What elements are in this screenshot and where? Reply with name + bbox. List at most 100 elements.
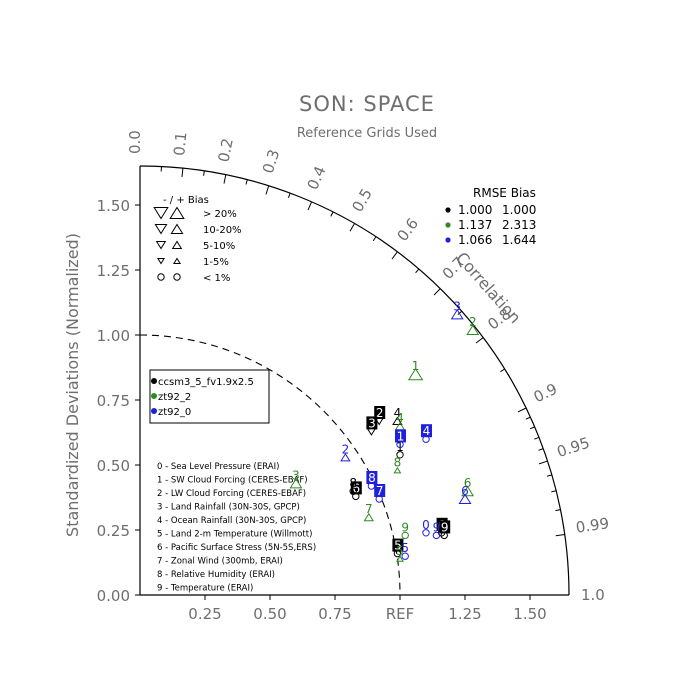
correlation-minor-tick <box>546 474 552 477</box>
legend-dot <box>151 378 157 384</box>
rmse-row-dot <box>445 222 451 228</box>
bias-circle-marker <box>432 531 441 540</box>
variable-key-item: 1 - SW Cloud Forcing (CERES-EBAF) <box>157 476 308 486</box>
variable-key-item: 3 - Land Rainfall (30N-30S, GPCP) <box>157 503 300 513</box>
bias-legend-label: 5-10% <box>203 241 235 252</box>
correlation-minor-tick <box>500 368 505 373</box>
bias-legend-label: < 1% <box>203 273 230 284</box>
correlation-tick-label: 0.9 <box>531 380 560 407</box>
point-label-box <box>374 406 386 419</box>
bias-up-triangle <box>173 257 181 264</box>
bias-down-triangle <box>153 207 169 220</box>
point-label-box <box>392 538 404 552</box>
y-tick-label: 0.00 <box>97 587 130 605</box>
bias-value: 2.313 <box>502 218 536 232</box>
bias-circle-marker <box>157 273 165 281</box>
variable-key-item: 4 - Ocean Rainfall (30N-30S, GPCP) <box>157 516 306 526</box>
point-label: 8 <box>394 455 402 469</box>
correlation-minor-tick <box>330 211 334 217</box>
correlation-minor-tick <box>538 448 544 451</box>
bias-circle-marker <box>401 531 409 540</box>
correlation-tick-mark <box>307 201 313 211</box>
bias-down-triangle <box>157 258 165 265</box>
point-label: 3 <box>292 468 300 482</box>
correlation-minor-tick <box>203 170 205 176</box>
bias-up-triangle <box>407 367 424 381</box>
point-label: 1 <box>412 359 420 373</box>
bias-up-triangle <box>450 308 464 320</box>
point-label: 9 <box>433 520 441 534</box>
y-tick-label: 0.75 <box>97 392 130 410</box>
correlation-tick-mark <box>538 460 548 465</box>
point-label: 2 <box>376 406 384 420</box>
correlation-minor-tick <box>245 179 248 185</box>
bias-up-triangle <box>340 452 351 462</box>
y-tick-label: 1.00 <box>97 327 130 345</box>
point-label-box <box>421 424 432 438</box>
y-tick-label: 0.25 <box>97 522 130 540</box>
series-legend: ccsm3_5_fv1.9x2.5 zt92_2 zt92_0 <box>149 369 270 424</box>
bias-circle-marker <box>401 552 409 560</box>
rmse-header: RMSE Bias <box>473 186 536 200</box>
point-label-box <box>439 520 451 534</box>
ref-label: REF <box>386 605 415 623</box>
point-label: 4 <box>396 411 404 425</box>
bias-down-triangle <box>154 224 168 235</box>
y-tick-label: 0.50 <box>97 457 130 475</box>
bias-up-triangle <box>396 555 404 562</box>
bias-up-triangle <box>392 416 403 425</box>
correlation-minor-tick <box>457 310 463 315</box>
bias-legend-label: > 20% <box>203 209 237 220</box>
point-label: 5 <box>394 539 402 553</box>
point-label: 4 <box>394 406 402 420</box>
rmse-row-dot <box>445 207 451 213</box>
variable-key-item: 8 - Relative Humidity (ERAI) <box>157 570 275 580</box>
point-label: 3 <box>453 299 461 313</box>
bias-circle-marker <box>349 487 357 495</box>
bias-legend: - / + Bias > 20% 10-20% 5-10% 1-5% < 1% <box>153 195 242 284</box>
correlation-minor-tick <box>525 416 531 420</box>
legend-dot <box>151 393 157 399</box>
correlation-tick-label: 0.5 <box>348 185 376 215</box>
point-label: 6 <box>464 476 472 490</box>
variable-key-item: 7 - Zonal Wind (300mb, ERAI) <box>157 557 283 567</box>
correlation-tick-mark <box>349 223 355 232</box>
correlation-tick-label: 0.99 <box>575 514 611 537</box>
point-label: 3 <box>368 416 376 430</box>
correlation-minor-tick <box>415 268 420 274</box>
variable-key-item: 5 - Land 2-m Temperature (Willmott) <box>157 530 312 540</box>
x-tick-label: 1.25 <box>448 605 481 623</box>
bias-legend-label: 10-20% <box>203 225 242 236</box>
variable-key-item: 9 - Temperature (ERAI) <box>157 584 253 594</box>
point-label: 7 <box>365 502 373 516</box>
correlation-tick-mark <box>265 185 270 195</box>
y-tick-label: 1.50 <box>97 197 130 215</box>
x-tick-label: 1.50 <box>513 605 546 623</box>
point-label: 0 <box>422 518 430 532</box>
correlation-tick-label: 0.3 <box>259 147 283 175</box>
correlation-tick-mark <box>517 407 527 413</box>
x-tick-label: 0.50 <box>253 605 286 623</box>
bias-legend-label: 1-5% <box>203 257 229 268</box>
point-label: 9 <box>401 520 409 534</box>
chart-subtitle: Reference Grids Used <box>297 126 437 141</box>
correlation-tick-label: 0.6 <box>393 215 422 245</box>
bias-up-triangle <box>458 493 472 504</box>
point-label-box <box>374 484 386 497</box>
bias-up-triangle <box>461 485 475 497</box>
bias-up-triangle <box>466 324 480 335</box>
correlation-tick-mark <box>223 174 227 184</box>
y-axis-label: Standardized Deviations (Normalized) <box>63 233 82 537</box>
legend-box <box>149 369 270 424</box>
correlation-minor-tick <box>551 490 557 493</box>
rmse-value: 1.137 <box>458 218 492 232</box>
correlation-tick-mark <box>391 251 398 260</box>
reference-sd-arc <box>139 334 401 596</box>
bias-value: 1.644 <box>502 233 536 247</box>
correlation-tick-label: 0.0 <box>126 130 144 154</box>
bias-down-triangle <box>155 241 167 250</box>
variable-key-item: 0 - Sea Level Pressure (ERAI) <box>157 462 279 472</box>
x-tick-label: 0.25 <box>188 605 221 623</box>
legend-label: zt92_0 <box>158 407 191 418</box>
